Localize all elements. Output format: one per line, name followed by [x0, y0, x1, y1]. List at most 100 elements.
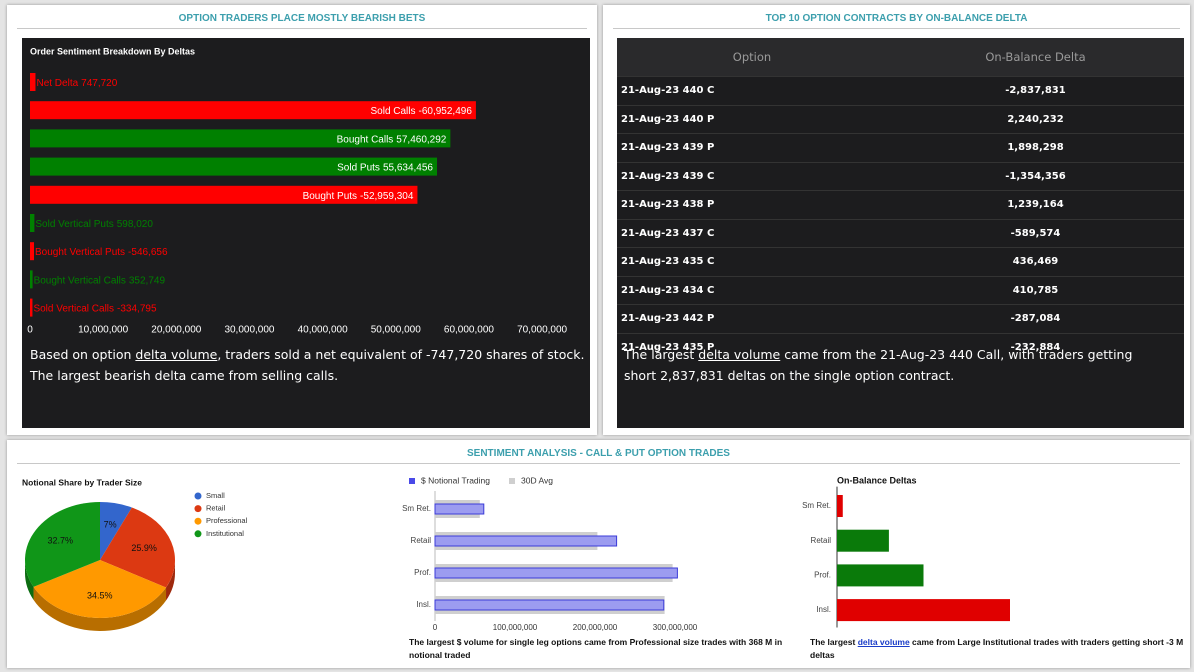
legend-label: $ Notional Trading — [421, 475, 490, 485]
x-tick-label: 200,000,000 — [573, 623, 618, 632]
bar-label: Net Delta 747,720 — [36, 78, 117, 89]
bar — [30, 214, 35, 232]
link[interactable]: delta volume — [857, 637, 910, 647]
category-label: Sold Calls — [370, 106, 415, 117]
chart-title: Order Sentiment Breakdown By Deltas — [30, 46, 195, 56]
slice-label: 34.5% — [87, 590, 113, 600]
table-row: 21-Aug-23 442 P -287,084 — [617, 304, 1184, 333]
link[interactable]: delta volume — [698, 347, 781, 362]
link[interactable]: delta volume — [135, 347, 218, 362]
table-row: 21-Aug-23 439 P 1,898,298 — [617, 133, 1184, 162]
value-label: 747,720 — [81, 78, 118, 89]
value-label: 55,634,456 — [383, 162, 433, 173]
category-label: Sold Vertical Puts — [35, 219, 113, 230]
header-row: Option On-Balance Delta — [617, 38, 1184, 77]
text: came from the 21-Aug-23 440 Call, with t… — [624, 347, 1133, 383]
bar — [30, 101, 476, 120]
chart-title: On-Balance Deltas — [837, 475, 917, 485]
table-cell: 21-Aug-23 434 C — [617, 275, 887, 305]
table-cell: 21-Aug-23 440 P — [617, 104, 887, 134]
x-tick-label: 20,000,000 — [151, 325, 201, 336]
table-row: 21-Aug-23 440 P 2,240,232 — [617, 104, 1184, 134]
text: came from Large Institutional trades wit… — [810, 637, 1184, 660]
header-cell: Option — [617, 38, 887, 77]
value-label: -334,795 — [117, 303, 157, 314]
slice — [33, 560, 167, 618]
table-cell: 21-Aug-23 442 P — [617, 304, 887, 333]
delta-table: Option On-Balance Delta 21-Aug-23 440 C-… — [617, 38, 1184, 361]
table-cell: 21-Aug-23 440 C — [617, 76, 887, 105]
legend-swatch — [194, 505, 202, 513]
bar — [837, 495, 843, 517]
x-tick-label: 50,000,000 — [371, 325, 421, 336]
header-cell: On-Balance Delta — [887, 38, 1184, 77]
table-row: 21-Aug-23 438 P 1,239,164 — [617, 190, 1184, 219]
bar — [30, 242, 34, 261]
x-tick-label: 0 — [27, 325, 33, 336]
summary-text: The largest delta volume came from the 2… — [624, 344, 1164, 386]
table-cell: 1,898,298 — [887, 133, 1184, 162]
slice — [100, 507, 176, 588]
category-label: Net Delta — [36, 78, 78, 89]
legend-swatch — [194, 530, 202, 538]
table-row: 21-Aug-23 439 C -1,354,356 — [617, 161, 1184, 191]
bar-label: Bought Vertical Puts -546,656 — [35, 247, 168, 258]
text: , traders sold a net equivalent of -747,… — [30, 347, 585, 383]
chart-title: Notional Share by Trader Size — [22, 477, 142, 487]
panel-title: SENTIMENT ANALYSIS - CALL & PUT OPTION T… — [467, 448, 730, 459]
bar — [30, 157, 438, 176]
category-label: Sold Vertical Calls — [33, 303, 114, 314]
y-tick-label: Prof. — [814, 571, 831, 580]
y-tick-label: Sm Ret. — [802, 501, 831, 510]
legend-label: Retail — [206, 504, 226, 513]
divider — [613, 28, 1180, 29]
value-label: 598,020 — [117, 219, 154, 230]
left-panel: OPTION TRADERS PLACE MOSTLY BEARISH BETS — [7, 5, 597, 435]
bar-label: Sold Puts 55,634,456 — [337, 162, 433, 173]
value-label: -546,656 — [128, 247, 168, 258]
value-label: 57,460,292 — [396, 134, 446, 145]
panel-title: OPTION TRADERS PLACE MOSTLY BEARISH BETS — [178, 13, 426, 24]
slice-label: 7% — [104, 519, 117, 529]
legend-swatch — [509, 478, 515, 484]
bottom-panel: SENTIMENT ANALYSIS - CALL & PUT OPTION T… — [7, 440, 1190, 668]
caption: The largest delta volume came from Large… — [810, 636, 1185, 662]
slice-side — [33, 586, 167, 631]
bar — [30, 73, 36, 91]
bar — [837, 564, 924, 587]
table-cell: 410,785 — [887, 275, 1184, 305]
table-row: 21-Aug-23 440 C -2,837,831 — [617, 76, 1184, 105]
table-cell: -2,837,831 — [887, 76, 1184, 105]
x-tick-label: 60,000,000 — [444, 325, 494, 336]
text: Based on option — [30, 347, 136, 362]
divider — [17, 28, 587, 29]
y-tick-label: Retail — [411, 536, 432, 545]
category-label: Bought Vertical Puts — [35, 247, 125, 258]
x-tick-label: 70,000,000 — [517, 325, 567, 336]
bar — [30, 129, 451, 148]
table-cell: 21-Aug-23 439 C — [617, 161, 887, 191]
table-row: 21-Aug-23 435 P -232,884 — [617, 332, 1184, 361]
bar-label: Bought Vertical Calls 352,749 — [34, 275, 166, 286]
bar — [434, 567, 678, 579]
x-tick-label: 10,000,000 — [78, 325, 128, 336]
bar-label: Sold Calls -60,952,496 — [370, 106, 472, 117]
y-tick-label: Sm Ret. — [402, 504, 431, 513]
x-tick-label: 40,000,000 — [298, 325, 348, 336]
table-row: 21-Aug-23 435 C 436,469 — [617, 247, 1184, 276]
text: The largest — [810, 637, 858, 647]
legend-swatch — [194, 492, 202, 500]
legend-label: Professional — [206, 516, 248, 525]
bar-label: Bought Calls 57,460,292 — [337, 134, 447, 145]
table-cell: 436,469 — [887, 247, 1184, 276]
category-label: Bought Puts — [303, 190, 357, 201]
bar — [434, 503, 485, 515]
slice — [100, 502, 132, 560]
value-label: 352,749 — [129, 275, 166, 286]
bar — [434, 535, 618, 547]
bar — [837, 529, 889, 552]
y-tick-label: Insl. — [816, 605, 831, 614]
table-row: 21-Aug-23 437 C -589,574 — [617, 218, 1184, 248]
